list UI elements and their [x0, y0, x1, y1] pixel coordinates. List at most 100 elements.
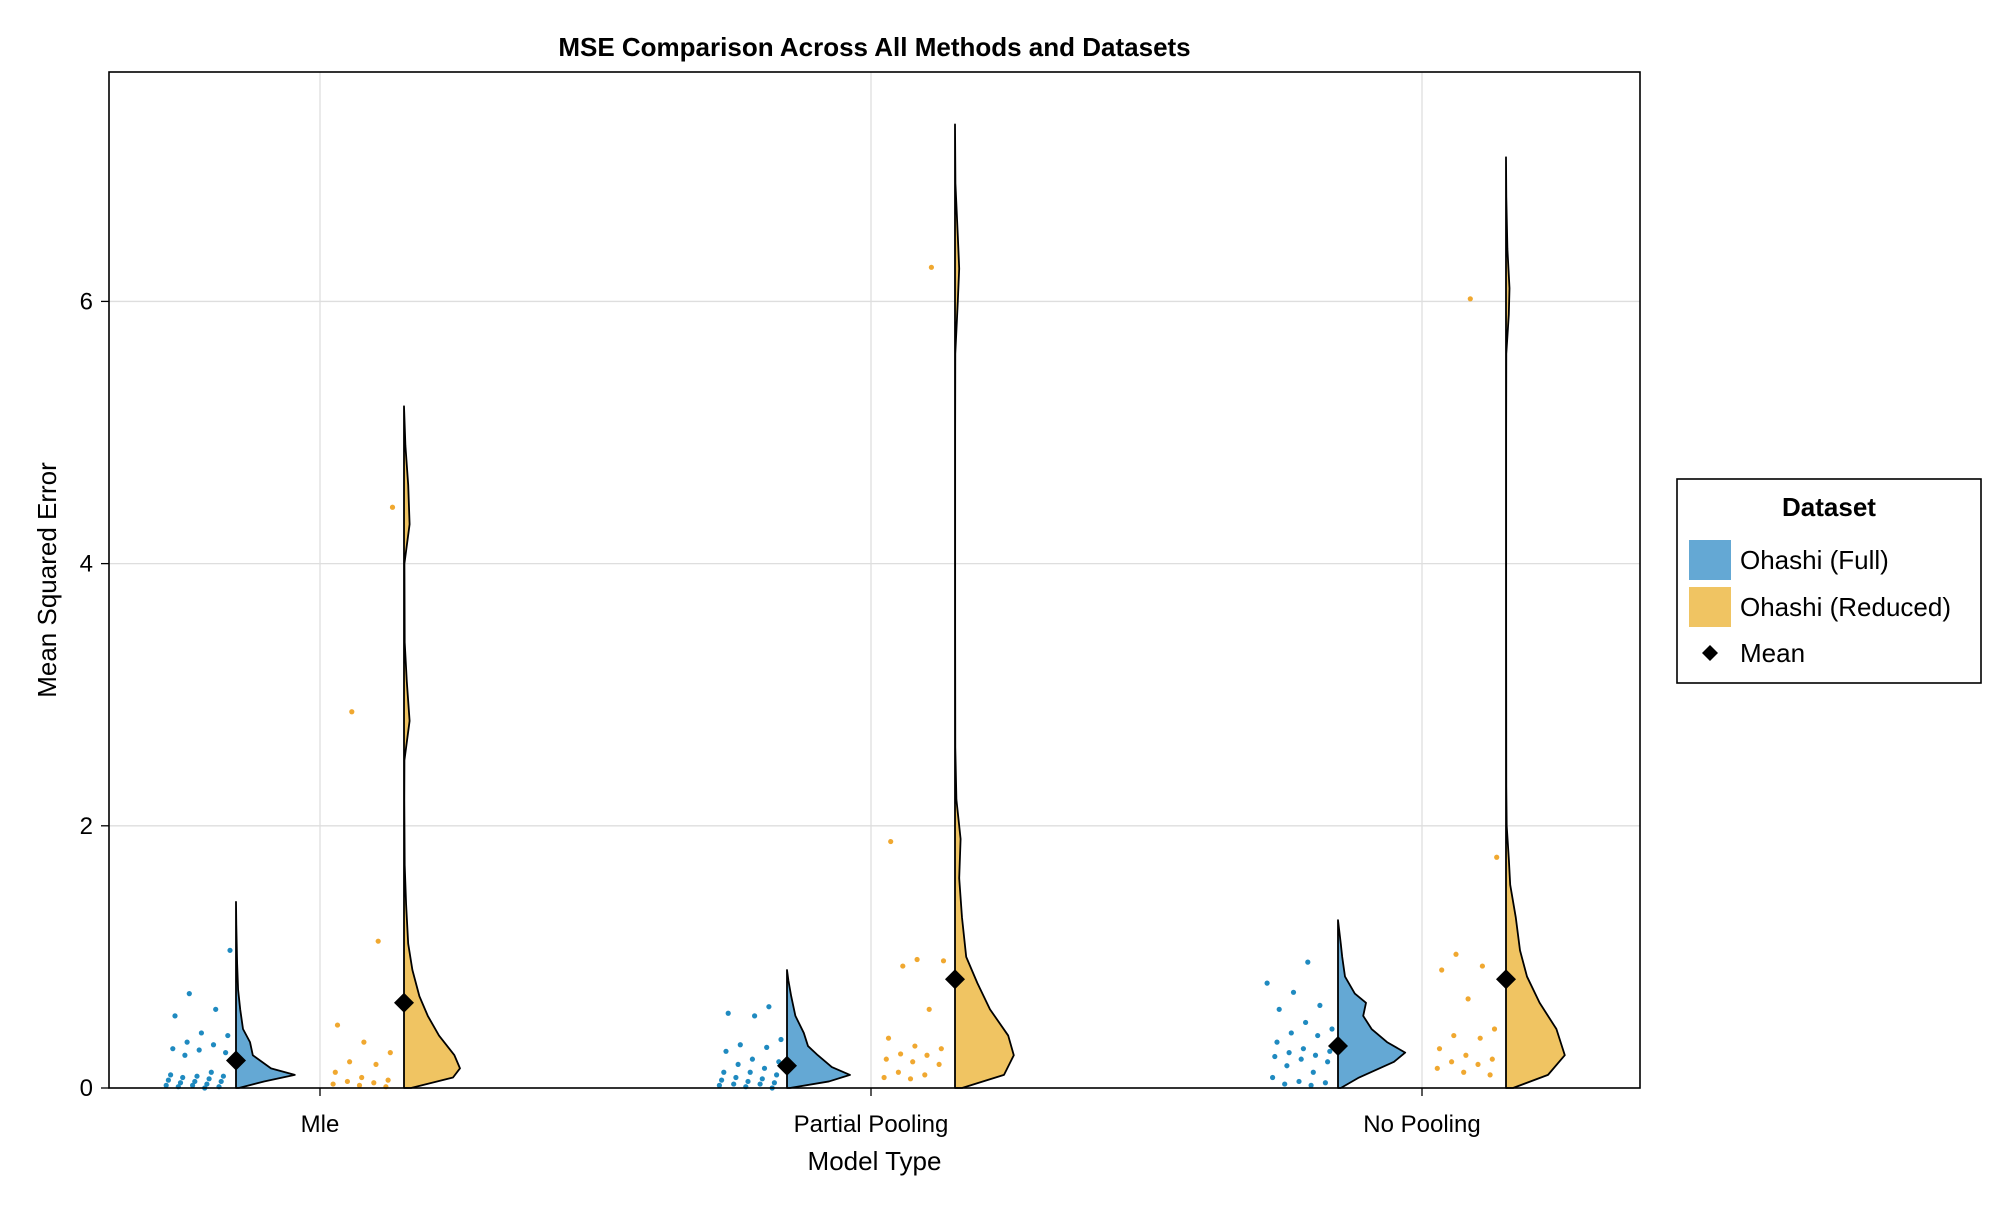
point-full-1-3 [778, 1036, 784, 1043]
point-full-0-3 [172, 1013, 178, 1019]
data-points [163, 264, 1500, 1091]
point-full-2-11 [1327, 1048, 1333, 1054]
point-full-1-4 [737, 1042, 743, 1048]
point-reduced-1-11 [883, 1056, 889, 1062]
point-full-1-15 [759, 1076, 765, 1082]
point-full-0-21 [177, 1080, 184, 1086]
point-full-0-10 [223, 1050, 229, 1056]
point-full-2-2 [1290, 989, 1297, 995]
legend-box [1676, 478, 1982, 684]
point-reduced-2-12 [1449, 1059, 1455, 1065]
point-reduced-1-10 [924, 1052, 930, 1058]
point-full-2-8 [1315, 1032, 1321, 1039]
legend-label-mean: Mean [1740, 638, 1805, 668]
point-full-0-13 [168, 1072, 174, 1078]
point-full-2-20 [1296, 1078, 1302, 1085]
point-full-0-20 [218, 1078, 224, 1085]
point-reduced-2-4 [1439, 967, 1445, 973]
point-full-2-16 [1325, 1059, 1331, 1065]
point-reduced-2-8 [1477, 1035, 1483, 1041]
point-full-0-11 [182, 1052, 188, 1058]
point-full-0-18 [165, 1077, 171, 1083]
legend-label-full: Ohashi (Full) [1740, 545, 1889, 575]
point-full-0-8 [170, 1046, 176, 1052]
point-full-2-15 [1298, 1056, 1304, 1062]
y-axis-label: Mean Squared Error [32, 462, 62, 698]
point-full-0-16 [180, 1074, 186, 1081]
point-full-1-16 [719, 1077, 725, 1083]
point-full-1-17 [745, 1078, 751, 1085]
point-full-2-19 [1270, 1074, 1276, 1081]
point-full-2-13 [1312, 1052, 1319, 1058]
point-reduced-0-14 [356, 1082, 363, 1088]
point-reduced-1-0 [928, 264, 935, 270]
point-reduced-1-17 [907, 1076, 914, 1082]
violin-reduced-2 [1505, 156, 1566, 1089]
point-reduced-1-15 [922, 1072, 928, 1078]
point-reduced-1-6 [885, 1035, 892, 1041]
point-reduced-0-1 [349, 709, 355, 715]
point-full-0-14 [194, 1073, 200, 1079]
point-full-2-14 [1272, 1053, 1278, 1060]
point-full-1-13 [774, 1072, 780, 1078]
point-full-0-6 [184, 1039, 190, 1045]
point-full-2-22 [1282, 1081, 1288, 1087]
point-full-2-4 [1276, 1006, 1282, 1012]
point-full-2-3 [1317, 1002, 1323, 1009]
point-reduced-1-2 [914, 956, 920, 963]
point-full-1-20 [757, 1081, 763, 1087]
point-reduced-1-8 [938, 1046, 944, 1052]
point-full-1-19 [731, 1081, 737, 1087]
mean-marker-reduced-0 [394, 992, 414, 1013]
point-reduced-2-9 [1436, 1046, 1443, 1052]
point-reduced-2-15 [1461, 1069, 1467, 1075]
point-full-2-18 [1310, 1069, 1316, 1075]
point-full-2-0 [1305, 959, 1311, 965]
y-tick-label-1: 2 [80, 813, 93, 840]
legend: Dataset Ohashi (Full) Ohashi (Reduced) M… [1676, 478, 1982, 684]
point-reduced-1-5 [926, 1006, 932, 1012]
point-reduced-2-0 [1467, 296, 1473, 302]
point-full-2-5 [1303, 1019, 1309, 1026]
violin-reduced-1 [954, 123, 1015, 1089]
point-full-0-19 [192, 1078, 198, 1085]
legend-swatch-reduced [1689, 587, 1731, 627]
point-reduced-1-12 [910, 1059, 916, 1065]
point-reduced-0-12 [371, 1080, 377, 1086]
mean-markers [226, 969, 1516, 1076]
violin-full-0 [235, 900, 296, 1089]
point-full-1-5 [764, 1044, 770, 1050]
point-reduced-2-11 [1489, 1056, 1495, 1062]
x-tick-label-2: No Pooling [1363, 1111, 1480, 1138]
point-full-1-18 [771, 1080, 778, 1086]
point-reduced-1-14 [895, 1069, 902, 1075]
point-reduced-2-3 [1479, 963, 1485, 969]
point-reduced-2-1 [1494, 854, 1500, 860]
legend-title: Dataset [1782, 492, 1876, 522]
point-reduced-2-5 [1465, 996, 1471, 1002]
legend-label-reduced: Ohashi (Reduced) [1740, 592, 1951, 622]
point-reduced-1-1 [888, 838, 894, 845]
mean-marker-full-0 [226, 1050, 246, 1071]
point-full-2-21 [1322, 1080, 1328, 1086]
point-reduced-0-2 [375, 938, 381, 944]
point-reduced-2-7 [1451, 1032, 1457, 1039]
point-reduced-2-13 [1475, 1061, 1481, 1068]
point-full-0-24 [190, 1082, 196, 1088]
point-reduced-0-11 [344, 1078, 350, 1085]
point-reduced-1-4 [900, 963, 906, 969]
point-full-0-9 [196, 1047, 202, 1053]
point-reduced-0-7 [373, 1061, 379, 1068]
point-reduced-0-6 [347, 1059, 353, 1065]
point-reduced-0-13 [330, 1081, 336, 1087]
point-full-1-12 [747, 1069, 753, 1075]
point-reduced-0-10 [385, 1077, 391, 1083]
point-reduced-0-3 [334, 1022, 341, 1028]
point-full-1-9 [735, 1061, 741, 1068]
point-full-0-23 [163, 1082, 169, 1088]
point-full-1-2 [752, 1013, 758, 1019]
x-tick-label-0: Mle [301, 1111, 340, 1138]
legend-swatch-mean [1702, 645, 1718, 661]
